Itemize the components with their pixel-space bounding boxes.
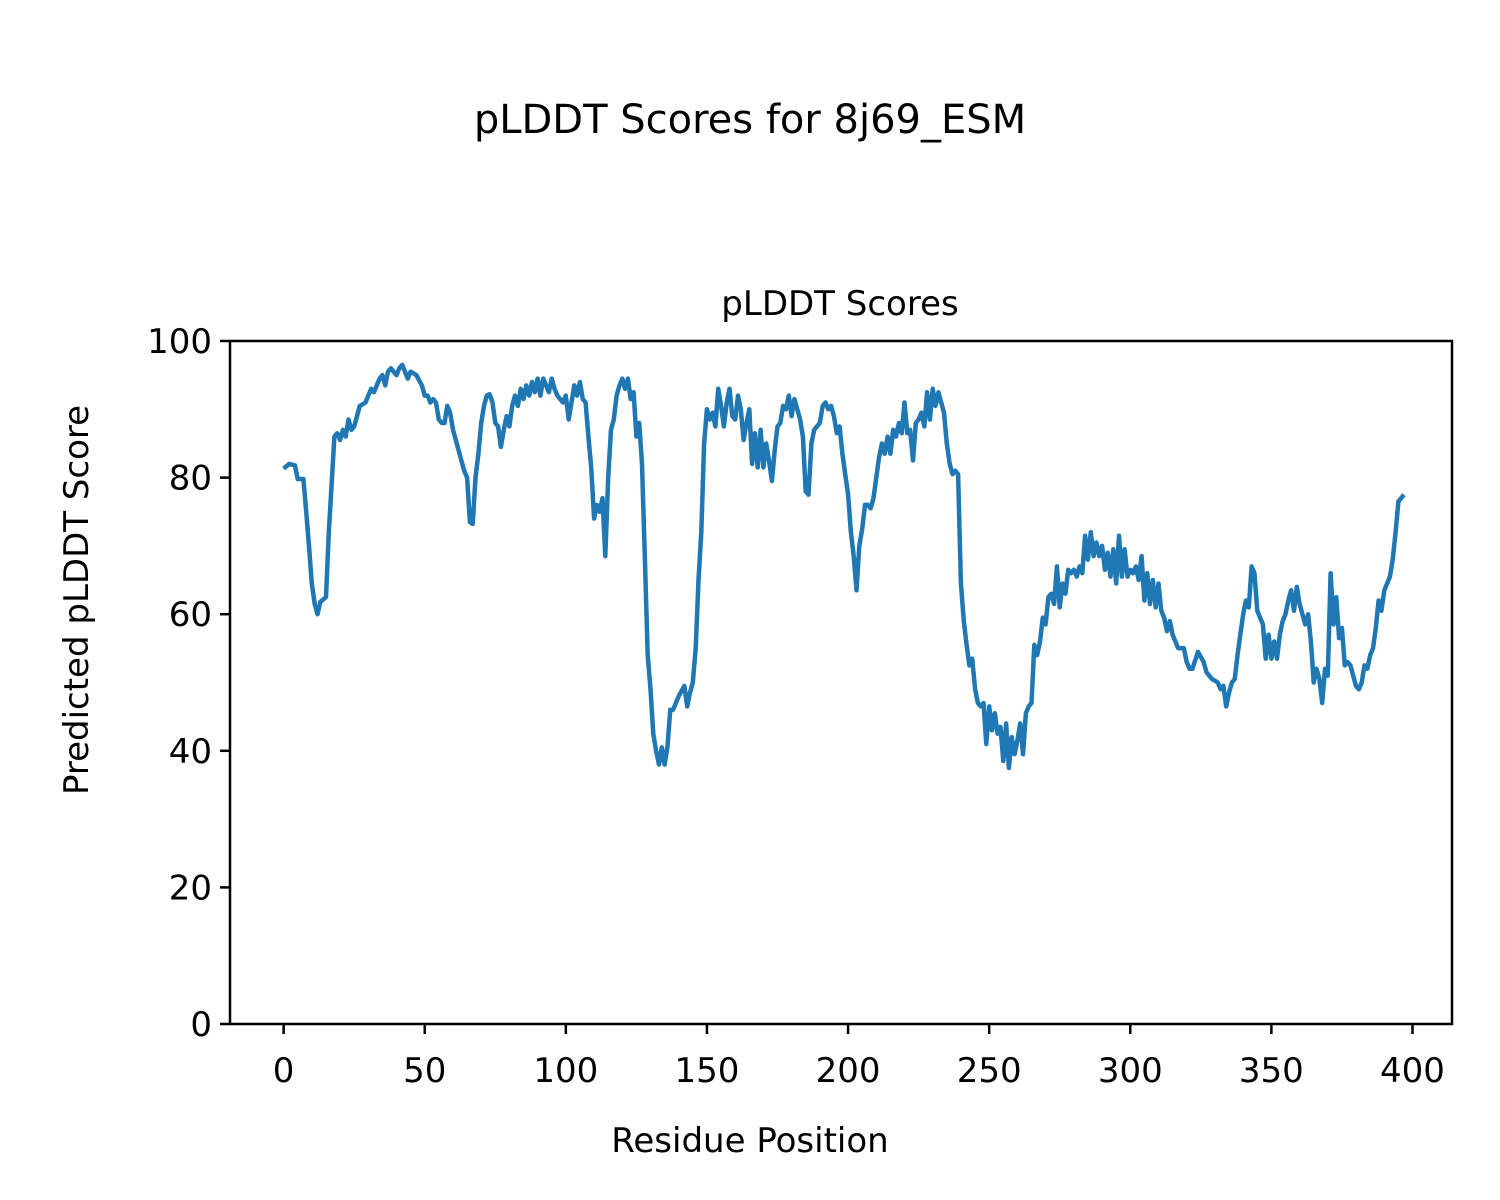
plot-area-frame: [228, 339, 1454, 1026]
x-tick-label: 400: [1380, 1051, 1445, 1091]
y-tick-label: 80: [169, 459, 212, 499]
y-tick-label: 100: [147, 322, 212, 362]
series-line: [282, 362, 1406, 771]
x-tick-label: 250: [957, 1051, 1022, 1091]
y-tick-label: 0: [190, 1005, 212, 1045]
y-axis-label: Predicted pLDDT Score: [57, 405, 97, 795]
y-tick-label: 60: [169, 595, 212, 635]
x-tick-label: 200: [816, 1051, 881, 1091]
x-tick-label: 150: [674, 1051, 739, 1091]
x-tick-label: 300: [1098, 1051, 1163, 1091]
x-tick-label: 50: [403, 1051, 446, 1091]
y-tick-label: 40: [169, 732, 212, 772]
x-axis: 0 50 100 150 200 250 300 350 400: [273, 1024, 1445, 1091]
plot-title: pLDDT Scores: [721, 284, 958, 324]
y-axis: 0 20 40 60 80 100: [147, 322, 230, 1045]
y-tick-label: 20: [169, 868, 212, 908]
x-tick-label: 0: [273, 1051, 295, 1091]
x-tick-label: 100: [533, 1051, 598, 1091]
x-axis-label: Residue Position: [611, 1121, 888, 1161]
x-tick-label: 350: [1239, 1051, 1304, 1091]
figure-title: pLDDT Scores for 8j69_ESM: [474, 97, 1026, 143]
